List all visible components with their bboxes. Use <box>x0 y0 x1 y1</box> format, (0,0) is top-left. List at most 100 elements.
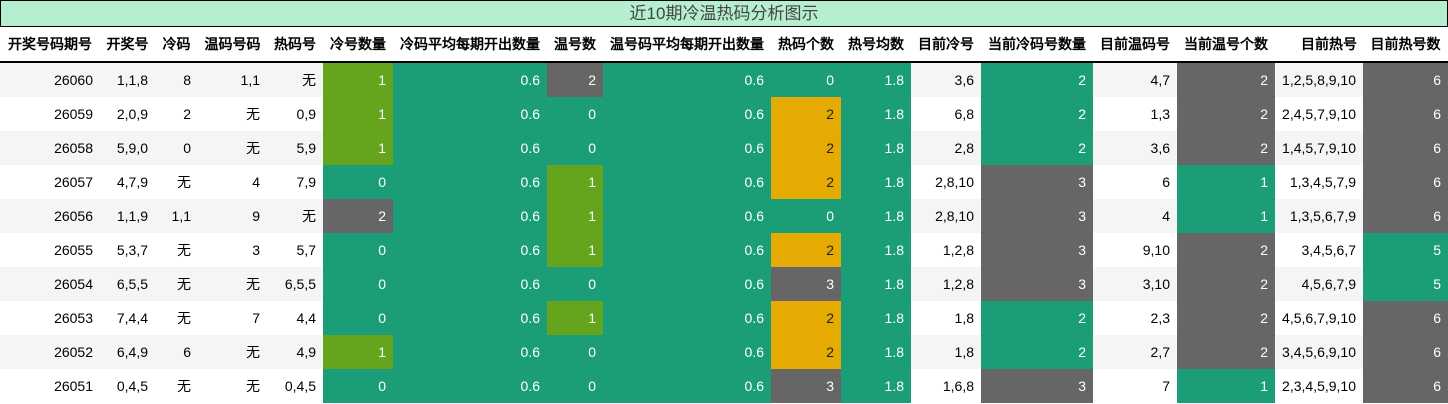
column-header[interactable]: 当前温号个数 <box>1177 27 1275 63</box>
table-row: 26052 6,4,9 6 无 4,9 1 0.6 0 0.6 2 1.8 1,8 2 2,7 2 3,4,5… <box>0 335 1448 369</box>
column-header[interactable]: 温码号码 <box>198 27 267 63</box>
table-cell: 1,3,4,5,7,9 <box>1275 165 1363 199</box>
table-cell: 2 <box>771 233 841 267</box>
table-cell: 3 <box>981 165 1093 199</box>
table-row: 26058 5,9,0 0 无 5,9 1 0.6 0 0.6 2 1.8 2,8 2 3,6 2 1,4,5… <box>0 131 1448 165</box>
table-cell: 1 <box>323 335 393 369</box>
table-cell: 无 <box>155 301 198 335</box>
table-cell: 5,9,0 <box>100 131 155 165</box>
table-cell: 2,3,4,5,9,10 <box>1275 369 1363 403</box>
table-cell: 0 <box>323 165 393 199</box>
table-cell: 7 <box>1093 369 1177 403</box>
table-cell: 9,10 <box>1093 233 1177 267</box>
table-cell: 2,8 <box>911 131 981 165</box>
table-cell: 26054 <box>0 267 100 301</box>
table-cell: 0.6 <box>393 131 547 165</box>
table-cell: 6 <box>1363 199 1448 233</box>
table-cell: 2 <box>1177 233 1275 267</box>
table-cell: 0 <box>547 131 603 165</box>
table-cell: 0 <box>155 131 198 165</box>
table-cell: 3 <box>981 267 1093 301</box>
table-cell: 6 <box>1363 62 1448 97</box>
column-header[interactable]: 热码个数 <box>771 27 841 63</box>
table-cell: 2 <box>155 97 198 131</box>
column-header[interactable]: 温号数 <box>547 27 603 63</box>
column-header[interactable]: 冷码 <box>155 27 198 63</box>
table-cell: 6 <box>155 335 198 369</box>
column-header[interactable]: 目前热号 <box>1275 27 1363 63</box>
table-cell: 4,4 <box>267 301 323 335</box>
table-cell: 0 <box>771 199 841 233</box>
column-header[interactable]: 开奖号码期号 <box>0 27 100 63</box>
column-header[interactable]: 冷码平均每期开出数量 <box>393 27 547 63</box>
table-cell: 0.6 <box>603 62 771 97</box>
column-header[interactable]: 热码号 <box>267 27 323 63</box>
table-cell: 0.6 <box>603 301 771 335</box>
table-cell: 0.6 <box>603 165 771 199</box>
table-cell: 5 <box>1363 267 1448 301</box>
table-cell: 5 <box>1363 233 1448 267</box>
table-cell: 1 <box>1177 369 1275 403</box>
table-cell: 1.8 <box>841 369 911 403</box>
table-cell: 6 <box>1363 165 1448 199</box>
table-cell: 0,4,5 <box>267 369 323 403</box>
table-cell: 1 <box>323 97 393 131</box>
column-header[interactable]: 当前冷码号数量 <box>981 27 1093 63</box>
table-cell: 26053 <box>0 301 100 335</box>
table-cell: 2 <box>771 131 841 165</box>
table-cell: 4,5,6,7,9,10 <box>1275 301 1363 335</box>
table-cell: 3 <box>981 369 1093 403</box>
table-row: 26056 1,1,9 1,1 9 无 2 0.6 1 0.6 0 1.8 2,8,10 3 4 1 1,3,… <box>0 199 1448 233</box>
table-cell: 6,5,5 <box>267 267 323 301</box>
table-cell: 1.8 <box>841 301 911 335</box>
column-header[interactable]: 目前温码号 <box>1093 27 1177 63</box>
column-header[interactable]: 开奖号 <box>100 27 155 63</box>
table-cell: 0.6 <box>603 369 771 403</box>
column-header[interactable]: 目前热号数 <box>1363 27 1448 63</box>
table-cell: 1,1 <box>155 199 198 233</box>
column-header[interactable]: 热号均数 <box>841 27 911 63</box>
table-cell: 1,2,8 <box>911 233 981 267</box>
table-cell: 2 <box>981 97 1093 131</box>
table-cell: 2,4,5,7,9,10 <box>1275 97 1363 131</box>
table-cell: 6 <box>1363 97 1448 131</box>
table-cell: 5,7 <box>267 233 323 267</box>
table-cell: 0.6 <box>393 301 547 335</box>
table-cell: 1,1,8 <box>100 62 155 97</box>
table-row: 26057 4,7,9 无 4 7,9 0 0.6 1 0.6 2 1.8 2,8,10 3 6 1 1,3,… <box>0 165 1448 199</box>
table-cell: 0.6 <box>603 131 771 165</box>
table-cell: 5,9 <box>267 131 323 165</box>
table-cell: 2 <box>771 301 841 335</box>
table-cell: 3,4,5,6,7 <box>1275 233 1363 267</box>
table-cell: 0.6 <box>393 62 547 97</box>
table-cell: 0.6 <box>603 335 771 369</box>
table-cell: 0.6 <box>603 97 771 131</box>
table-cell: 1.8 <box>841 131 911 165</box>
column-header[interactable]: 温号码平均每期开出数量 <box>603 27 771 63</box>
column-header[interactable]: 目前冷号 <box>911 27 981 63</box>
table-cell: 0.6 <box>393 97 547 131</box>
table-cell: 2 <box>981 301 1093 335</box>
table-cell: 6 <box>1363 301 1448 335</box>
table-cell: 1,8 <box>911 335 981 369</box>
table-cell: 6 <box>1363 131 1448 165</box>
table-cell: 1.8 <box>841 335 911 369</box>
table-cell: 3 <box>771 267 841 301</box>
table-cell: 2,8,10 <box>911 199 981 233</box>
column-header[interactable]: 冷号数量 <box>323 27 393 63</box>
table-cell: 2 <box>981 62 1093 97</box>
table-cell: 0 <box>547 97 603 131</box>
table-cell: 0 <box>547 369 603 403</box>
table-cell: 1.8 <box>841 165 911 199</box>
table-cell: 1.8 <box>841 62 911 97</box>
table-cell: 26055 <box>0 233 100 267</box>
table-cell: 7,9 <box>267 165 323 199</box>
table-cell: 6 <box>1363 369 1448 403</box>
table-cell: 3,6 <box>911 62 981 97</box>
table-cell: 5,3,7 <box>100 233 155 267</box>
table-cell: 1 <box>323 131 393 165</box>
table-cell: 无 <box>198 97 267 131</box>
table-cell: 4,7 <box>1093 62 1177 97</box>
table-cell: 0 <box>323 267 393 301</box>
table-cell: 2 <box>1177 131 1275 165</box>
